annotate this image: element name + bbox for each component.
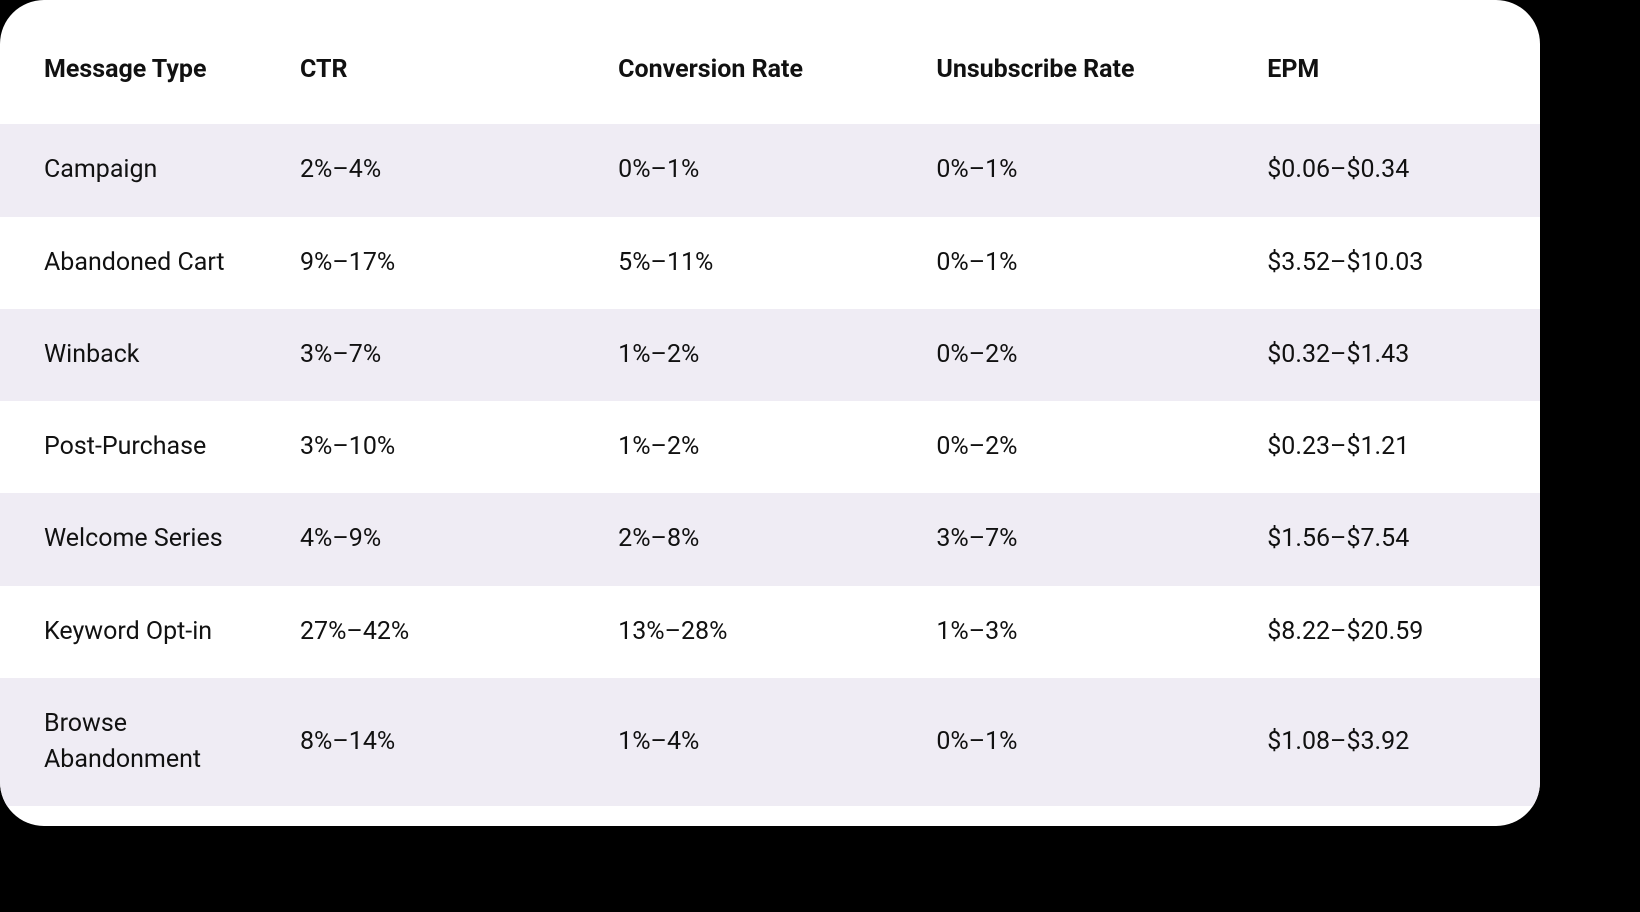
table-row: Post-Purchase 3%–10% 1%–2% 0%–2% $0.23–$…: [0, 401, 1540, 493]
cell-conversion: 5%–11%: [598, 217, 916, 309]
col-header-epm: EPM: [1247, 20, 1540, 124]
table-row: Browse Abandonment 8%–14% 1%–4% 0%–1% $1…: [0, 678, 1540, 807]
col-header-conversion-rate: Conversion Rate: [598, 20, 916, 124]
cell-message-type: Winback: [0, 309, 280, 401]
cell-unsubscribe: 0%–1%: [916, 124, 1247, 216]
cell-conversion: 0%–1%: [598, 124, 916, 216]
cell-epm: $0.06–$0.34: [1247, 124, 1540, 216]
metrics-table: Message Type CTR Conversion Rate Unsubsc…: [0, 20, 1540, 806]
cell-ctr: 3%–10%: [280, 401, 598, 493]
cell-ctr: 8%–14%: [280, 678, 598, 807]
cell-message-type: Browse Abandonment: [0, 678, 280, 807]
cell-ctr: 2%–4%: [280, 124, 598, 216]
cell-epm: $0.23–$1.21: [1247, 401, 1540, 493]
cell-unsubscribe: 0%–1%: [916, 678, 1247, 807]
metrics-card: Message Type CTR Conversion Rate Unsubsc…: [0, 0, 1540, 826]
cell-epm: $0.32–$1.43: [1247, 309, 1540, 401]
table-row: Campaign 2%–4% 0%–1% 0%–1% $0.06–$0.34: [0, 124, 1540, 216]
cell-conversion: 1%–2%: [598, 401, 916, 493]
cell-ctr: 3%–7%: [280, 309, 598, 401]
cell-conversion: 1%–4%: [598, 678, 916, 807]
cell-unsubscribe: 0%–2%: [916, 309, 1247, 401]
table-row: Welcome Series 4%–9% 2%–8% 3%–7% $1.56–$…: [0, 493, 1540, 585]
cell-epm: $8.22–$20.59: [1247, 586, 1540, 678]
cell-message-type: Keyword Opt-in: [0, 586, 280, 678]
cell-message-type: Post-Purchase: [0, 401, 280, 493]
cell-message-type: Welcome Series: [0, 493, 280, 585]
col-header-unsubscribe-rate: Unsubscribe Rate: [916, 20, 1247, 124]
cell-conversion: 1%–2%: [598, 309, 916, 401]
cell-epm: $1.08–$3.92: [1247, 678, 1540, 807]
table-row: Winback 3%–7% 1%–2% 0%–2% $0.32–$1.43: [0, 309, 1540, 401]
cell-epm: $1.56–$7.54: [1247, 493, 1540, 585]
cell-message-type: Abandoned Cart: [0, 217, 280, 309]
cell-unsubscribe: 3%–7%: [916, 493, 1247, 585]
table-header-row: Message Type CTR Conversion Rate Unsubsc…: [0, 20, 1540, 124]
cell-message-type: Campaign: [0, 124, 280, 216]
col-header-message-type: Message Type: [0, 20, 280, 124]
cell-epm: $3.52–$10.03: [1247, 217, 1540, 309]
cell-unsubscribe: 0%–2%: [916, 401, 1247, 493]
cell-ctr: 4%–9%: [280, 493, 598, 585]
table-row: Keyword Opt-in 27%–42% 13%–28% 1%–3% $8.…: [0, 586, 1540, 678]
cell-ctr: 27%–42%: [280, 586, 598, 678]
cell-unsubscribe: 1%–3%: [916, 586, 1247, 678]
col-header-ctr: CTR: [280, 20, 598, 124]
table-row: Abandoned Cart 9%–17% 5%–11% 0%–1% $3.52…: [0, 217, 1540, 309]
cell-ctr: 9%–17%: [280, 217, 598, 309]
cell-conversion: 2%–8%: [598, 493, 916, 585]
cell-unsubscribe: 0%–1%: [916, 217, 1247, 309]
cell-conversion: 13%–28%: [598, 586, 916, 678]
